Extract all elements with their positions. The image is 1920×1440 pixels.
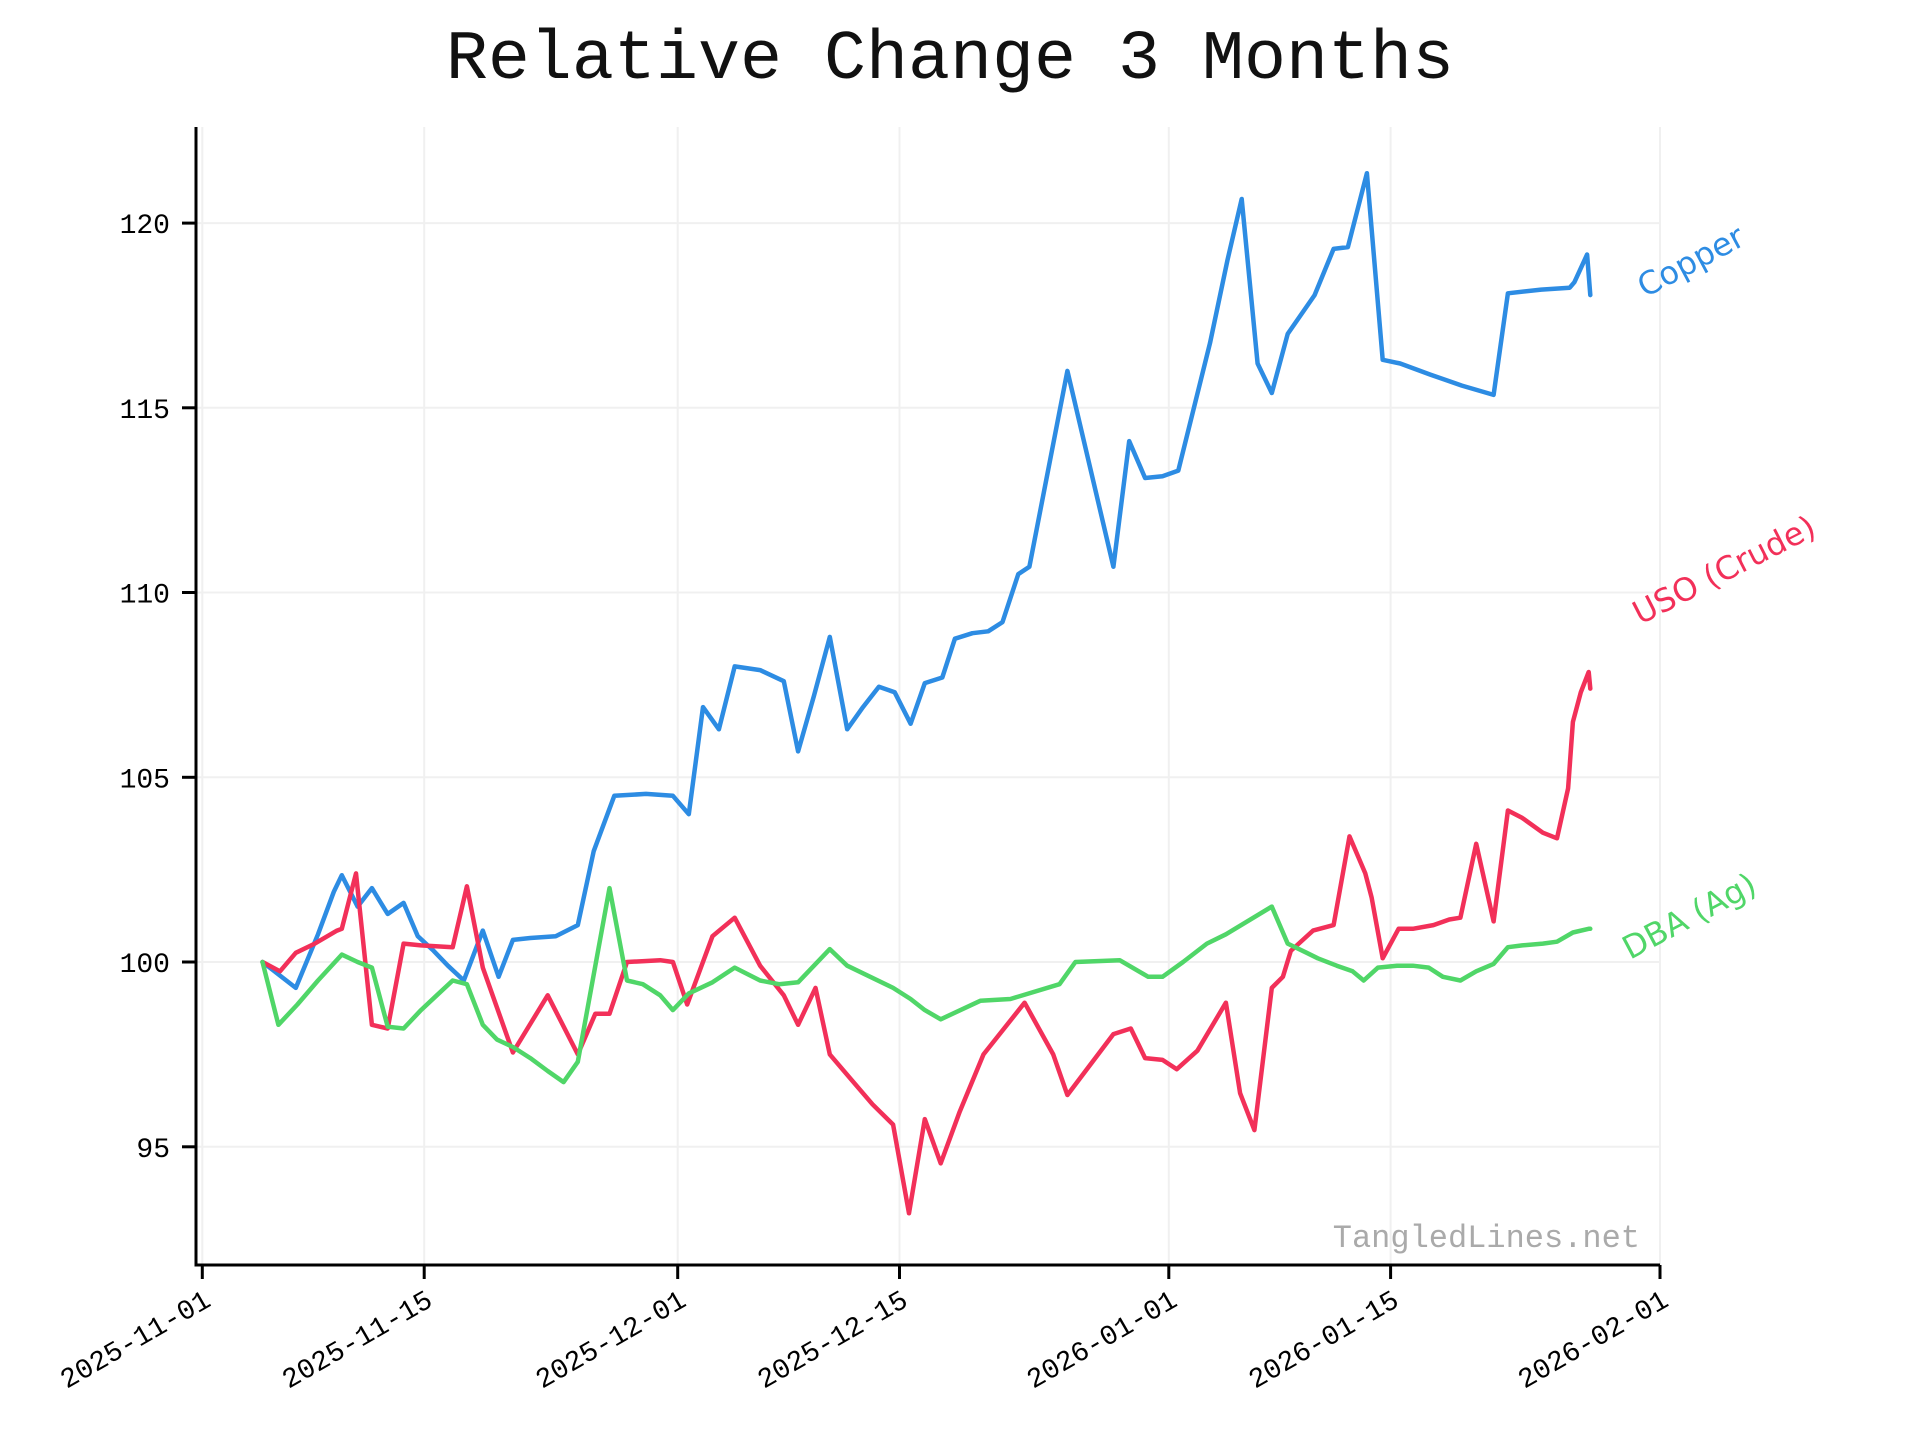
x-tick-label: 2026-02-01 [1513,1286,1674,1397]
y-tick-label: 110 [120,581,170,612]
chart-title: Relative Change 3 Months [446,21,1454,100]
series-line-copper [260,170,1593,991]
y-tick-label: 95 [136,1135,170,1166]
series-label-copper: Copper [1631,217,1751,305]
x-tick-label: 2026-01-01 [1022,1286,1183,1397]
series-lines [260,170,1593,1216]
y-tick-label: 115 [120,396,170,427]
axes: 2025-11-01 2025-11-15 2025-12-01 2025-12-15… [56,127,1675,1397]
gridlines [196,127,1661,1265]
y-tick-label: 100 [120,950,170,981]
series-label-dba-ag: DBA (Ag) [1616,865,1763,967]
x-tick-label: 2025-11-15 [278,1286,439,1397]
x-tick-label: 2025-12-15 [753,1286,914,1397]
watermark: TangledLines.net [1333,1220,1640,1257]
series-label-uso-crude: USO (Crude) [1626,508,1821,633]
x-tick-label: 2025-11-01 [56,1286,217,1397]
x-tick-label: 2025-12-01 [531,1286,692,1397]
series-line-uso-crude [260,669,1593,1216]
y-tick-label: 120 [120,211,170,242]
series-labels: Copper USO (Crude) DBA (Ag) [1616,217,1822,967]
x-tick-label: 2026-01-15 [1244,1286,1405,1397]
y-tick-label: 105 [120,765,170,796]
series-line-dba-ag [260,885,1593,1085]
